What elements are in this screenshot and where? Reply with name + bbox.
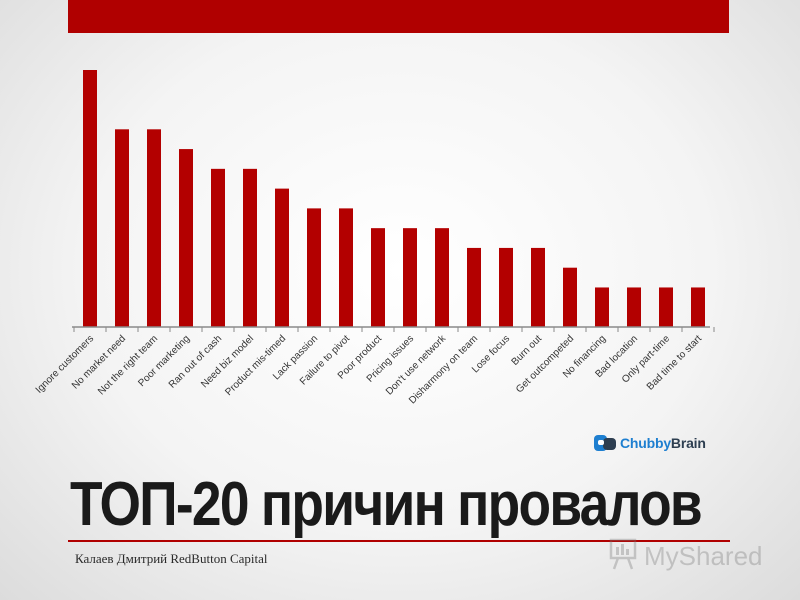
slide-title: ТОП-20 причин провалов bbox=[70, 470, 703, 539]
top-accent-band bbox=[68, 0, 729, 33]
category-label: Don't use network bbox=[384, 333, 449, 398]
bar-9 bbox=[339, 208, 353, 327]
bar-7 bbox=[275, 188, 289, 327]
presentation-board-icon bbox=[608, 538, 638, 575]
bar-10 bbox=[371, 228, 385, 327]
bar-18 bbox=[627, 287, 641, 327]
chubbybrain-logo-icon bbox=[594, 434, 616, 452]
myshared-watermark: MyShared bbox=[608, 538, 763, 574]
x-axis-ticks bbox=[73, 327, 715, 332]
bar-11 bbox=[403, 228, 417, 327]
bar-4 bbox=[179, 149, 193, 327]
brand-part2: Brain bbox=[670, 435, 706, 451]
title-underline bbox=[68, 540, 730, 542]
bar-17 bbox=[595, 287, 609, 327]
bar-6 bbox=[243, 168, 257, 327]
bar-13 bbox=[467, 247, 481, 327]
chubbybrain-wordmark: ChubbyBrain bbox=[620, 435, 706, 451]
bar-3 bbox=[147, 129, 161, 327]
category-label: Ignore customers bbox=[34, 333, 96, 395]
bar-1 bbox=[83, 70, 97, 327]
bar-2 bbox=[115, 129, 129, 327]
bar-15 bbox=[531, 247, 545, 327]
watermark-text: MyShared bbox=[644, 540, 763, 571]
bar-14 bbox=[499, 247, 513, 327]
bar-5 bbox=[211, 168, 225, 327]
category-label: Product mis-timed bbox=[223, 333, 288, 398]
brand-part1: Chubby bbox=[620, 435, 671, 451]
category-label: Get outcompeted bbox=[514, 333, 576, 395]
bars-group bbox=[83, 70, 705, 327]
bar-20 bbox=[691, 287, 705, 327]
bar-19 bbox=[659, 287, 673, 327]
chubbybrain-logo: ChubbyBrain bbox=[594, 432, 706, 454]
category-label: Not the right team bbox=[96, 333, 160, 397]
footer-credit: Калаев Дмитрий RedButton Capital bbox=[75, 551, 268, 566]
bar-16 bbox=[563, 267, 577, 327]
bar-8 bbox=[307, 208, 321, 327]
category-label: Bad time to start bbox=[645, 333, 704, 392]
bar-12 bbox=[435, 228, 449, 327]
